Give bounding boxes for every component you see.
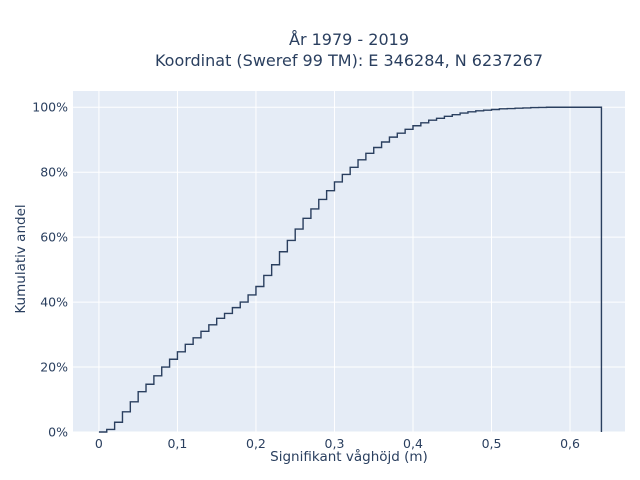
- x-tick-label: 0: [95, 436, 103, 451]
- chart-title-line-2: Koordinat (Sweref 99 TM): E 346284, N 62…: [155, 51, 543, 70]
- y-tick-labels: 0% 20% 40% 60% 80% 100%: [32, 100, 68, 440]
- y-tick-label: 80%: [40, 165, 68, 180]
- x-tick-label: 0,3: [325, 436, 345, 451]
- x-tick-label: 0,1: [167, 436, 187, 451]
- cumulative-step-line: [98, 106, 603, 433]
- plot-area: [73, 91, 625, 432]
- y-tick-label: 100%: [32, 100, 68, 115]
- series-group: [98, 106, 603, 433]
- x-tick-label: 0,2: [246, 436, 266, 451]
- x-tick-label: 0,4: [403, 436, 423, 451]
- x-tick-label: 0,6: [560, 436, 580, 451]
- x-axis-title: Signifikant våghöjd (m): [270, 448, 428, 465]
- y-tick-label: 40%: [40, 295, 68, 310]
- y-tick-label: 60%: [40, 230, 68, 245]
- y-tick-label: 0%: [48, 425, 68, 440]
- y-axis-title: Kumulativ andel: [13, 204, 29, 313]
- chart-title-line-1: År 1979 - 2019: [289, 30, 409, 49]
- x-tick-labels: 0 0,1 0,2 0,3 0,4 0,5 0,6: [95, 436, 580, 451]
- y-tick-label: 20%: [40, 360, 68, 375]
- x-tick-label: 0,5: [482, 436, 502, 451]
